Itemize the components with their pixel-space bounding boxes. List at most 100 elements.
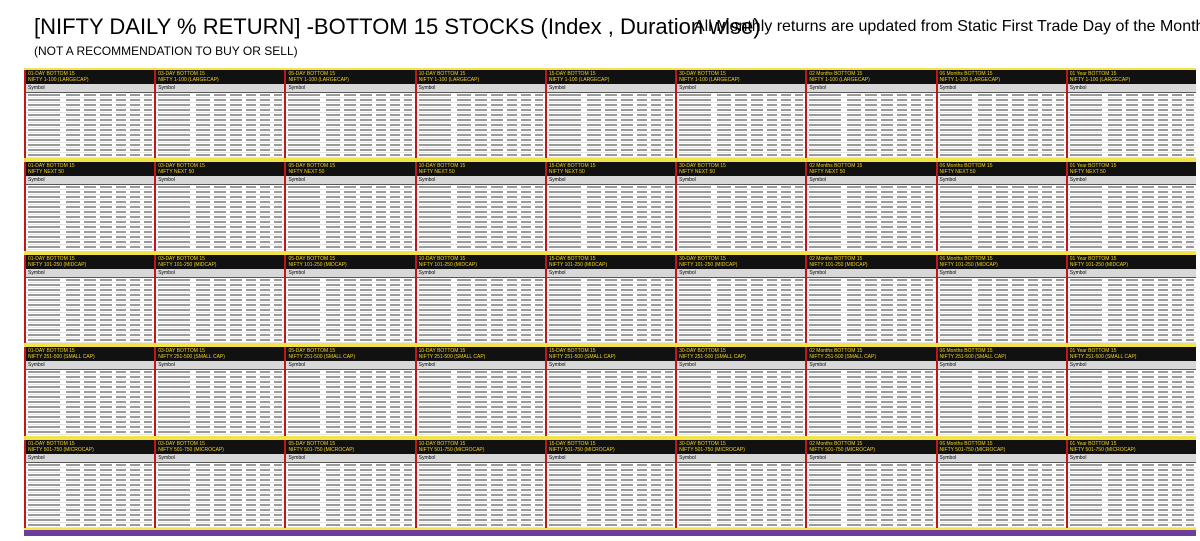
data-row <box>937 103 1066 108</box>
cell-text <box>326 104 341 106</box>
cell-text <box>620 206 633 209</box>
data-row <box>416 143 545 148</box>
cell-text <box>376 328 387 331</box>
cell-text <box>214 478 227 481</box>
cell-text <box>664 201 673 204</box>
cell-text <box>230 318 243 321</box>
cell-text <box>116 503 126 506</box>
cell-text <box>196 303 211 306</box>
cell-text <box>1125 154 1138 156</box>
cell-text <box>344 109 357 111</box>
cell-text <box>100 231 112 234</box>
cell-text <box>939 298 972 301</box>
cell-text <box>995 411 1008 414</box>
cell-text <box>897 416 908 419</box>
cell-text <box>66 211 80 214</box>
cell-text <box>360 109 373 111</box>
cell-text <box>586 391 601 394</box>
cell-text <box>1027 119 1038 121</box>
cell-text <box>490 381 503 384</box>
cell-text <box>847 323 862 326</box>
cell-text <box>717 318 732 321</box>
data-row <box>156 190 285 196</box>
cell-text <box>130 216 140 219</box>
cell-text <box>100 201 112 204</box>
cell-text <box>130 323 140 326</box>
cell-text <box>977 386 992 389</box>
data-row <box>807 133 936 138</box>
cell-text <box>390 401 401 404</box>
cell-text <box>288 241 321 244</box>
cell-text <box>28 278 60 281</box>
cell-text <box>534 236 543 239</box>
cell-text <box>1027 416 1038 419</box>
cell-text <box>474 411 487 414</box>
cell-text <box>735 129 748 131</box>
cell-text <box>520 386 531 389</box>
cell-text <box>1041 401 1052 404</box>
cell-text <box>717 406 732 409</box>
cell-text <box>735 426 748 429</box>
data-row <box>156 205 285 211</box>
data-row <box>26 148 155 153</box>
disclaimer: (NOT A RECOMMENDATION TO BUY OR SELL) <box>34 44 298 58</box>
cell-text <box>246 313 257 316</box>
cell-text <box>865 313 878 316</box>
data-row <box>677 195 806 201</box>
cell-text <box>456 144 471 146</box>
cell-text <box>196 338 211 341</box>
cell-text <box>995 278 1008 281</box>
panel: 01-DAY BOTTOM 15 NIFTY 501-750 (MICROCAP)… <box>24 439 155 528</box>
cell-text <box>1125 421 1138 424</box>
cell-text <box>995 94 1008 96</box>
cell-text <box>939 396 972 399</box>
cell-text <box>116 463 126 466</box>
cell-text <box>636 104 647 106</box>
cell-text <box>865 391 878 394</box>
cell-text <box>534 109 543 111</box>
cell-text <box>390 396 401 399</box>
data-row <box>156 318 285 323</box>
cell-text <box>520 391 531 394</box>
cell-text <box>1027 426 1038 429</box>
cell-text <box>1171 313 1182 316</box>
cell-text <box>158 246 191 249</box>
cell-text <box>376 333 387 336</box>
cell-text <box>586 308 601 311</box>
cell-text <box>1011 391 1024 394</box>
cell-text <box>116 493 126 496</box>
cell-text <box>781 298 792 301</box>
cell-text <box>925 114 934 116</box>
cell-text <box>246 206 257 209</box>
cell-text <box>130 523 140 526</box>
cell-text <box>1107 196 1122 199</box>
cell-text <box>288 478 321 481</box>
cell-text <box>506 211 517 214</box>
cell-text <box>897 94 908 96</box>
cell-text <box>418 236 451 239</box>
cell-text <box>865 149 878 151</box>
cell-text <box>230 386 243 389</box>
cell-text <box>130 376 140 379</box>
cell-text <box>586 338 601 341</box>
cell-text <box>144 338 152 341</box>
data-row <box>26 230 155 236</box>
cell-text <box>751 201 764 204</box>
cell-text <box>781 129 792 131</box>
cell-text <box>781 411 792 414</box>
cell-text <box>809 216 842 219</box>
cell-text <box>506 226 517 229</box>
cell-text <box>360 206 373 209</box>
cell-text <box>1171 426 1182 429</box>
cell-text <box>1011 411 1024 414</box>
cell-text <box>586 416 601 419</box>
cell-text <box>995 308 1008 311</box>
cell-text <box>911 431 922 434</box>
cell-text <box>360 216 373 219</box>
cell-text <box>1141 104 1154 106</box>
cell-text <box>288 191 321 194</box>
cell-text <box>274 313 283 316</box>
data-row <box>26 128 155 133</box>
cell-text <box>939 303 972 306</box>
